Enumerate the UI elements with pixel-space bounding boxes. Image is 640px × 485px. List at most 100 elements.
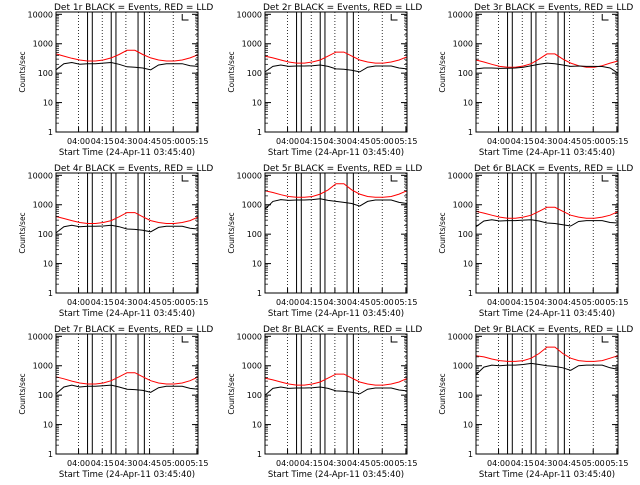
chart-panel-det6r: Det 6r BLACK = Events, RED = LLD 1 10 100 10… — [438, 164, 633, 319]
y-tick-label: 1 — [48, 450, 53, 459]
plot-frame — [264, 333, 408, 455]
series-line-events — [475, 62, 619, 74]
x-tick-label: 04:15 — [91, 459, 114, 468]
y-tick-label: 10 — [252, 260, 262, 269]
x-tick-label: 05:15 — [185, 298, 208, 307]
y-axis-label: Counts/sec — [227, 212, 236, 253]
plot-frame — [475, 172, 619, 294]
y-tick-label: 1000 — [33, 362, 53, 371]
x-tick-label: 05:00 — [162, 298, 185, 307]
x-axis-label: Start Time (24-Apr-11 03:45:40) — [268, 470, 404, 480]
x-tick-label: 04:45 — [558, 459, 581, 468]
x-tick-label: 05:15 — [605, 298, 628, 307]
saa-marker — [601, 336, 609, 343]
saa-marker — [601, 14, 609, 21]
y-tick-label: 1000 — [33, 40, 53, 49]
y-tick-label: 1 — [468, 289, 473, 298]
y-tick-label: 100 — [247, 69, 262, 78]
x-tick-label: 05:15 — [605, 137, 628, 146]
x-tick-label: 04:00 — [67, 298, 90, 307]
y-tick-label: 10 — [463, 99, 473, 108]
x-tick-label: 04:00 — [67, 459, 90, 468]
x-tick-label: 05:15 — [185, 459, 208, 468]
series-line-lld — [264, 51, 408, 64]
y-tick-label: 1000 — [453, 40, 473, 49]
series-line-events — [475, 219, 619, 228]
x-tick-label: 04:30 — [323, 137, 346, 146]
x-tick-label: 04:15 — [300, 298, 323, 307]
series-line-events — [264, 64, 408, 73]
y-tick-label: 10000 — [448, 332, 473, 341]
chart-panel-det9r: Det 9r BLACK = Events, RED = LLD 1 10 100 10… — [438, 325, 633, 480]
y-axis-label: Counts/sec — [438, 212, 447, 253]
y-axis-label: Counts/sec — [227, 51, 236, 92]
x-tick-label: 04:00 — [487, 137, 510, 146]
y-tick-label: 10000 — [28, 332, 53, 341]
x-axis-label: Start Time (24-Apr-11 03:45:40) — [268, 148, 404, 158]
x-tick-label: 04:00 — [276, 298, 299, 307]
y-tick-label: 1000 — [453, 201, 473, 210]
y-tick-label: 10 — [43, 421, 53, 430]
x-tick-label: 04:00 — [487, 459, 510, 468]
x-axis-label: Start Time (24-Apr-11 03:45:40) — [59, 309, 195, 319]
x-tick-label: 04:45 — [558, 298, 581, 307]
y-tick-label: 10 — [252, 421, 262, 430]
plot-frame — [55, 11, 199, 133]
x-tick-label: 04:30 — [323, 459, 346, 468]
y-tick-label: 100 — [38, 391, 53, 400]
x-tick-label: 05:15 — [394, 137, 417, 146]
series-line-events — [475, 362, 619, 375]
x-axis-label: Start Time (24-Apr-11 03:45:40) — [479, 309, 615, 319]
x-tick-label: 04:00 — [67, 137, 90, 146]
y-tick-label: 1000 — [242, 40, 262, 49]
x-tick-label: 04:30 — [114, 137, 137, 146]
y-tick-label: 100 — [247, 230, 262, 239]
x-tick-label: 04:30 — [323, 298, 346, 307]
y-tick-label: 1000 — [242, 201, 262, 210]
x-tick-label: 04:45 — [138, 459, 161, 468]
x-axis-label: Start Time (24-Apr-11 03:45:40) — [59, 470, 195, 480]
x-axis-label: Start Time (24-Apr-11 03:45:40) — [59, 148, 195, 158]
chart-panel-det7r: Det 7r BLACK = Events, RED = LLD 1 10 100 10… — [18, 325, 213, 480]
plot-frame — [264, 11, 408, 133]
x-tick-label: 04:45 — [138, 137, 161, 146]
x-tick-label: 05:15 — [394, 459, 417, 468]
x-tick-label: 05:00 — [371, 137, 394, 146]
series-line-events — [264, 198, 408, 210]
x-tick-label: 04:15 — [300, 137, 323, 146]
x-axis-label: Start Time (24-Apr-11 03:45:40) — [268, 309, 404, 319]
series-line-lld — [475, 346, 619, 362]
x-tick-label: 04:45 — [138, 298, 161, 307]
chart-title: Det 7r BLACK = Events, RED = LLD — [54, 325, 213, 335]
chart-panel-det2r: Det 2r BLACK = Events, RED = LLD 1 10 100 10… — [227, 3, 422, 158]
series-line-events — [55, 384, 199, 395]
series-line-events — [264, 386, 408, 396]
x-tick-label: 04:15 — [511, 459, 534, 468]
x-tick-label: 04:15 — [91, 298, 114, 307]
y-tick-label: 100 — [458, 69, 473, 78]
x-tick-label: 05:15 — [394, 298, 417, 307]
saa-marker — [390, 336, 398, 343]
y-tick-label: 1 — [257, 128, 262, 137]
x-tick-label: 05:00 — [371, 298, 394, 307]
x-tick-label: 05:00 — [582, 137, 605, 146]
x-tick-label: 04:15 — [300, 459, 323, 468]
chart-title: Det 8r BLACK = Events, RED = LLD — [263, 325, 422, 335]
y-axis-label: Counts/sec — [227, 373, 236, 414]
plot-frame — [475, 11, 619, 133]
x-axis-label: Start Time (24-Apr-11 03:45:40) — [479, 470, 615, 480]
chart-title: Det 4r BLACK = Events, RED = LLD — [54, 164, 213, 174]
series-line-lld — [264, 373, 408, 386]
y-axis-label: Counts/sec — [438, 51, 447, 92]
plot-frame — [55, 172, 199, 294]
x-tick-label: 04:30 — [114, 459, 137, 468]
x-tick-label: 04:00 — [487, 298, 510, 307]
series-line-lld — [55, 372, 199, 385]
x-tick-label: 05:15 — [185, 137, 208, 146]
y-tick-label: 1 — [257, 289, 262, 298]
y-tick-label: 10 — [463, 421, 473, 430]
y-tick-label: 1000 — [242, 362, 262, 371]
plot-frame — [55, 333, 199, 455]
